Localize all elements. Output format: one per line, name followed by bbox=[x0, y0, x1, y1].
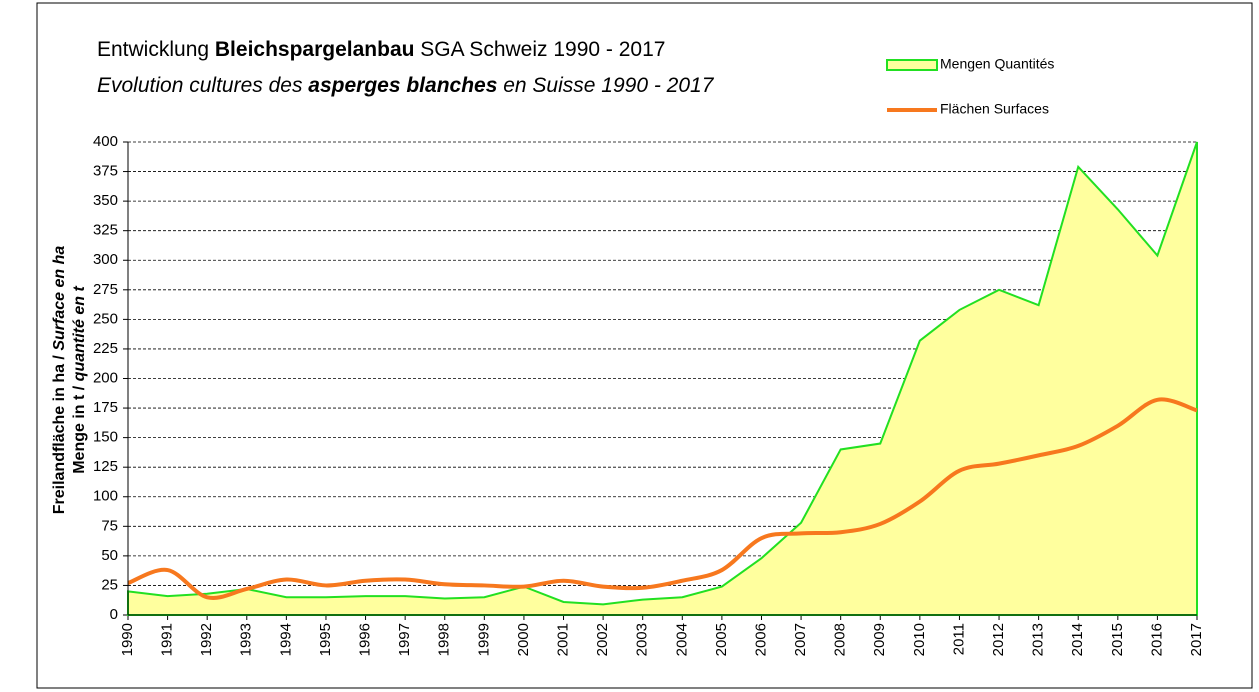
x-tick-label: 1998 bbox=[436, 623, 453, 656]
legend-label: Flächen Surfaces bbox=[940, 101, 1049, 117]
y-label-part: quantité en t bbox=[71, 286, 88, 382]
x-tick-label: 1993 bbox=[238, 623, 255, 656]
x-tick-label: 2007 bbox=[792, 623, 809, 656]
y-label-part: Surface en ha bbox=[51, 246, 68, 351]
y-tick-label: 125 bbox=[93, 458, 118, 475]
y-label-part: Menge in t / bbox=[71, 381, 88, 473]
x-tick-label: 2013 bbox=[1030, 623, 1047, 656]
x-tick-label: 2016 bbox=[1148, 623, 1165, 656]
subtitle-part: en Suisse 1990 - 2017 bbox=[497, 74, 714, 97]
x-tick-label: 2017 bbox=[1188, 623, 1205, 656]
y-tick-label: 325 bbox=[93, 222, 118, 239]
y-label-line: Menge in t / quantité en t bbox=[71, 286, 88, 474]
y-tick-label: 50 bbox=[101, 547, 118, 564]
x-tick-label: 2005 bbox=[713, 623, 730, 656]
x-tick-label: 2009 bbox=[871, 623, 888, 656]
x-tick-label: 2004 bbox=[673, 623, 690, 656]
x-tick-label: 2001 bbox=[554, 623, 571, 656]
y-tick-label: 25 bbox=[101, 576, 118, 593]
legend-swatch bbox=[886, 59, 938, 71]
x-tick-label: 2006 bbox=[752, 623, 769, 656]
x-tick-label: 2012 bbox=[990, 623, 1007, 656]
x-tick-label: 2014 bbox=[1069, 623, 1086, 656]
y-tick-label: 0 bbox=[110, 606, 118, 623]
area bbox=[127, 141, 1198, 616]
x-tick-label: 2011 bbox=[950, 623, 967, 655]
x-tick-label: 2002 bbox=[594, 623, 611, 656]
y-tick-label: 350 bbox=[93, 192, 118, 209]
x-tick-label: 1997 bbox=[396, 623, 413, 656]
x-tick-label: 1994 bbox=[277, 623, 294, 656]
y-tick-label: 200 bbox=[93, 369, 118, 386]
x-tick-label: 2000 bbox=[515, 623, 532, 656]
x-tick-label: 1992 bbox=[198, 623, 215, 656]
x-tick-label: 2003 bbox=[634, 623, 651, 656]
chart-title: Entwicklung Bleichspargelanbau SGA Schwe… bbox=[97, 38, 665, 61]
chart-subtitle: Evolution cultures des asperges blanches… bbox=[97, 74, 715, 97]
title-part: SGA Schweiz 1990 - 2017 bbox=[414, 38, 665, 61]
x-tick-label: 2008 bbox=[832, 623, 849, 656]
y-tick-label: 375 bbox=[93, 163, 118, 180]
x-tick-label: 1990 bbox=[119, 623, 136, 656]
x-tick-label: 1995 bbox=[317, 623, 334, 656]
title-part: Entwicklung bbox=[97, 38, 215, 61]
y-tick-label: 400 bbox=[93, 133, 118, 150]
y-tick-label: 175 bbox=[93, 399, 118, 416]
title-part: Bleichspargelanbau bbox=[215, 38, 415, 61]
y-tick-label: 250 bbox=[93, 310, 118, 327]
legend-label: Mengen Quantités bbox=[940, 56, 1054, 72]
y-axis-label: Freilandfläche in ha / Surface en ha Men… bbox=[51, 246, 88, 515]
x-tick-label: 2010 bbox=[911, 623, 928, 656]
y-tick-label: 300 bbox=[93, 251, 118, 268]
x-tick-label: 1991 bbox=[159, 623, 176, 656]
y-tick-label: 75 bbox=[101, 517, 118, 534]
y-tick-label: 150 bbox=[93, 429, 118, 446]
subtitle-part: asperges blanches bbox=[308, 74, 497, 97]
line bbox=[127, 397, 1198, 600]
x-tick-label: 1999 bbox=[475, 623, 492, 656]
y-tick-label: 100 bbox=[93, 488, 118, 505]
y-label-part: Freilandfläche in ha / bbox=[51, 351, 68, 515]
x-tick-label: 1996 bbox=[357, 623, 374, 656]
y-label-line: Freilandfläche in ha / Surface en ha bbox=[51, 246, 68, 515]
x-tick-label: 2015 bbox=[1109, 623, 1126, 656]
subtitle-part: Evolution cultures des bbox=[97, 74, 308, 97]
y-tick-label: 225 bbox=[93, 340, 118, 357]
y-tick-label: 275 bbox=[93, 281, 118, 298]
